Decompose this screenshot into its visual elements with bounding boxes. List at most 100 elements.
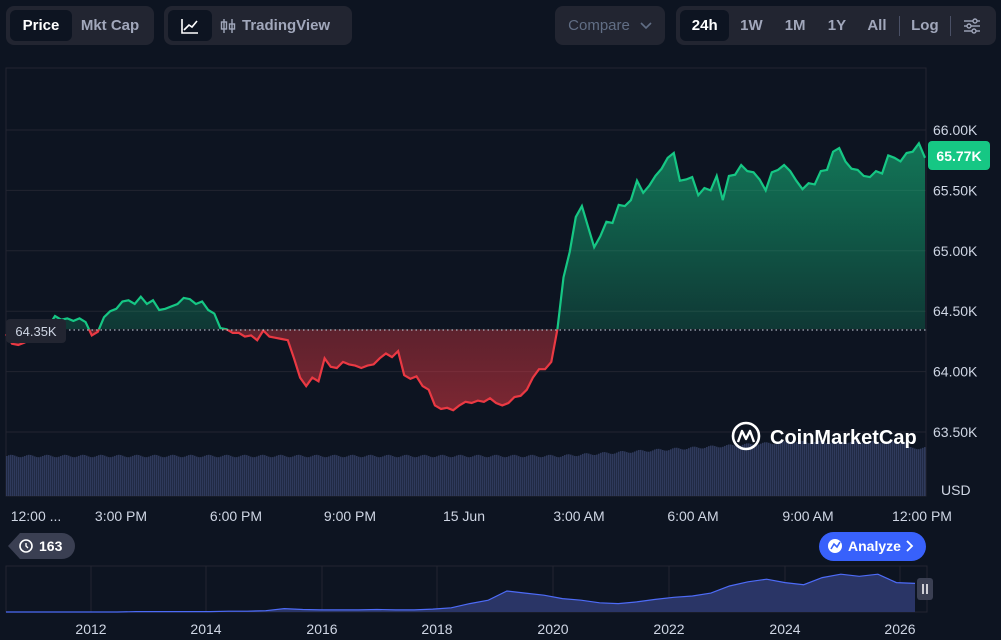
volume-bar xyxy=(770,443,772,496)
volume-bar xyxy=(830,442,832,496)
volume-bar xyxy=(322,456,324,496)
volume-bar xyxy=(740,445,742,496)
tab-mkt-cap[interactable]: Mkt Cap xyxy=(80,17,140,34)
compare-button[interactable]: Compare xyxy=(557,10,663,41)
volume-bar xyxy=(74,457,76,496)
chart-type-toggle: Price Mkt Cap xyxy=(6,6,154,45)
volume-bar xyxy=(728,444,730,496)
volume-bar xyxy=(124,456,126,496)
volume-bar xyxy=(116,455,118,496)
overview-chart[interactable] xyxy=(5,565,928,613)
volume-bar xyxy=(38,457,40,496)
volume-bar xyxy=(30,454,32,496)
log-scale-toggle[interactable]: Log xyxy=(911,17,939,34)
volume-bar xyxy=(444,455,446,496)
volume-bar xyxy=(314,455,316,496)
volume-bar xyxy=(240,455,242,496)
volume-bar xyxy=(496,454,498,496)
volume-bar xyxy=(388,454,390,496)
range-1y[interactable]: 1Y xyxy=(827,17,847,34)
volume-bar xyxy=(406,454,408,496)
overview-handle[interactable] xyxy=(917,578,933,600)
volume-bar xyxy=(70,456,72,496)
range-all[interactable]: All xyxy=(867,17,887,34)
volume-bar xyxy=(742,444,744,496)
volume-bar xyxy=(550,454,552,496)
volume-bar xyxy=(694,446,696,496)
volume-bar xyxy=(250,456,252,496)
volume-bar xyxy=(96,455,98,496)
year-label: 2012 xyxy=(75,621,106,637)
volume-bar xyxy=(426,455,428,496)
volume-bar xyxy=(816,441,818,496)
volume-bar xyxy=(66,455,68,496)
volume-bar xyxy=(810,443,812,496)
volume-bar xyxy=(310,456,312,496)
volume-bar xyxy=(546,455,548,496)
year-label: 2024 xyxy=(769,621,800,637)
volume-bar xyxy=(316,454,318,496)
volume-bar xyxy=(144,457,146,496)
volume-bar xyxy=(892,441,894,496)
volume-bar xyxy=(706,447,708,496)
line-chart-button[interactable] xyxy=(168,10,212,41)
tab-price[interactable]: Price xyxy=(10,10,72,41)
compare-dropdown[interactable]: Compare xyxy=(555,6,665,45)
volume-bar xyxy=(720,447,722,496)
volume-bar xyxy=(726,445,728,496)
volume-bar xyxy=(458,454,460,496)
chevron-down-icon xyxy=(640,21,652,29)
volume-bar xyxy=(662,449,664,496)
volume-bar xyxy=(72,457,74,496)
volume-bar xyxy=(152,455,154,496)
range-1m[interactable]: 1M xyxy=(784,17,806,34)
volume-bar xyxy=(434,457,436,496)
volume-bar xyxy=(180,457,182,496)
volume-bar xyxy=(516,455,518,496)
volume-bar xyxy=(818,440,820,496)
volume-bar xyxy=(868,441,870,496)
volume-bar xyxy=(60,455,62,496)
range-1w[interactable]: 1W xyxy=(740,17,763,34)
volume-bar xyxy=(334,454,336,496)
volume-bar xyxy=(364,456,366,496)
chart-settings-button[interactable] xyxy=(953,10,992,41)
volume-bar xyxy=(154,454,156,496)
volume-bar xyxy=(750,443,752,496)
x-tick-label: 3:00 AM xyxy=(553,508,604,524)
volume-bar xyxy=(654,449,656,496)
analyze-button[interactable]: Analyze xyxy=(819,532,926,561)
volume-bar xyxy=(246,455,248,496)
analyze-icon xyxy=(828,539,842,553)
divider xyxy=(898,15,900,36)
volume-bar xyxy=(44,455,46,496)
volume-bar xyxy=(554,456,556,496)
history-counter[interactable]: 163 xyxy=(8,533,75,559)
volume-bar xyxy=(552,455,554,496)
volume-bar xyxy=(292,456,294,496)
volume-bar xyxy=(304,456,306,496)
volume-bar xyxy=(538,456,540,496)
volume-bar xyxy=(898,443,900,496)
range-24h[interactable]: 24h xyxy=(680,10,730,41)
volume-bar xyxy=(160,456,162,496)
tradingview-button[interactable]: TradingView xyxy=(212,10,338,41)
volume-bar xyxy=(360,457,362,496)
volume-bar xyxy=(498,455,500,496)
sliders-icon xyxy=(964,17,981,34)
volume-bar xyxy=(480,455,482,496)
volume-bar xyxy=(308,457,310,496)
volume-bar xyxy=(634,451,636,496)
volume-bar xyxy=(604,452,606,496)
volume-bar xyxy=(560,456,562,496)
volume-bar xyxy=(376,456,378,496)
volume-bar xyxy=(450,457,452,496)
volume-bar xyxy=(514,454,516,496)
volume-bar xyxy=(858,441,860,496)
volume-bar xyxy=(712,445,714,496)
volume-bar xyxy=(232,456,234,496)
volume-bar xyxy=(86,455,88,496)
volume-bar xyxy=(494,454,496,496)
volume-bar xyxy=(198,457,200,496)
